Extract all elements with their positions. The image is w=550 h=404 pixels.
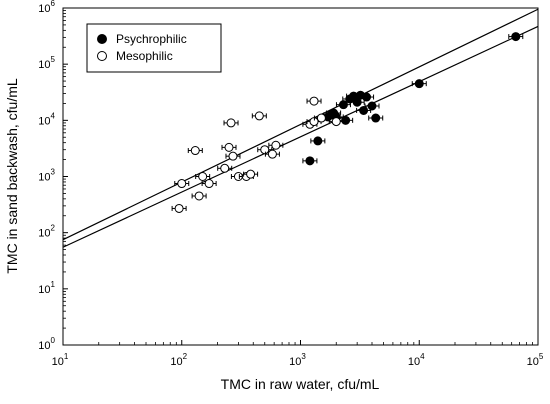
data-point-mesophilic [264,149,280,159]
data-point-mesophilic [268,140,284,150]
point-marker [367,101,377,111]
point-marker [224,142,234,152]
x-tick-label: 102 [170,352,187,368]
data-point-psychrophilic [310,136,326,146]
legend-label-mesophilic: Mesophilic [116,49,173,63]
x-axis-title: TMC in raw water, cfu/mL [221,376,380,392]
point-marker [511,32,521,42]
data-points [171,32,524,213]
legend-marker-psychrophilic [97,34,107,44]
data-point-mesophilic [225,151,241,161]
point-marker [228,151,238,161]
point-marker [305,156,315,166]
point-marker [338,100,348,110]
point-marker [271,140,281,150]
point-marker [313,136,323,146]
y-tick-label: 104 [38,111,55,127]
data-point-psychrophilic [359,92,375,102]
data-point-mesophilic [195,172,211,181]
point-marker [220,163,230,173]
x-tick-label: 105 [527,352,544,368]
data-point-psychrophilic [368,113,384,123]
data-point-mesophilic [201,179,217,189]
x-tick-label: 104 [408,352,425,368]
legend-label-psychrophilic: Psychrophilic [116,32,187,46]
point-marker [190,146,200,156]
point-marker [331,117,341,127]
data-point-psychrophilic [356,105,372,115]
data-point-psychrophilic [302,156,318,166]
plot-area [62,7,539,346]
fit-line-psychrophilic [62,25,539,248]
data-point-psychrophilic [508,32,524,42]
x-tick-label: 103 [289,352,306,368]
data-point-mesophilic [187,146,203,156]
point-marker [309,96,319,106]
point-marker [260,145,270,155]
x-tick-labels: 101 102 103 104 105 [52,352,544,368]
point-marker [359,105,369,115]
point-marker [204,179,214,189]
y-tick-label: 106 [38,0,55,15]
y-ticks [63,7,68,346]
point-marker [198,172,208,181]
y-tick-labels: 100 101 102 103 104 105 106 [38,0,55,352]
point-marker [362,92,372,102]
y-tick-label: 105 [38,55,55,71]
x-ticks [62,340,539,345]
data-point-mesophilic [313,113,329,123]
point-marker [246,169,256,179]
data-point-mesophilic [223,118,239,128]
data-point-mesophilic [328,117,344,127]
y-tick-label: 101 [38,280,55,296]
point-marker [267,149,277,159]
x-tick-label: 101 [52,352,69,368]
fit-lines [62,8,539,248]
point-marker [174,203,184,213]
fit-line-mesophilic [62,8,539,241]
point-marker [226,118,236,128]
data-point-mesophilic [217,163,233,173]
legend-marker-mesophilic [97,51,107,61]
data-point-mesophilic [251,111,267,121]
y-tick-label: 102 [38,224,55,240]
data-point-mesophilic [174,179,190,189]
data-point-mesophilic [243,169,259,179]
data-point-psychrophilic [364,101,380,111]
point-marker [254,111,264,121]
data-point-mesophilic [171,203,187,213]
y-tick-label: 103 [38,168,55,184]
legend: Psychrophilic Mesophilic [86,23,222,73]
point-marker [371,113,381,123]
point-marker [414,79,424,89]
point-marker [177,179,187,189]
point-marker [316,113,326,123]
y-axis-title: TMC in sand backwash, cfu/mL [4,78,20,274]
data-point-mesophilic [191,191,207,201]
y-tick-label: 100 [38,336,55,352]
data-point-psychrophilic [411,79,427,89]
legend-box [86,23,222,73]
data-point-mesophilic [306,96,322,106]
point-marker [194,191,204,201]
data-point-mesophilic [221,142,237,152]
